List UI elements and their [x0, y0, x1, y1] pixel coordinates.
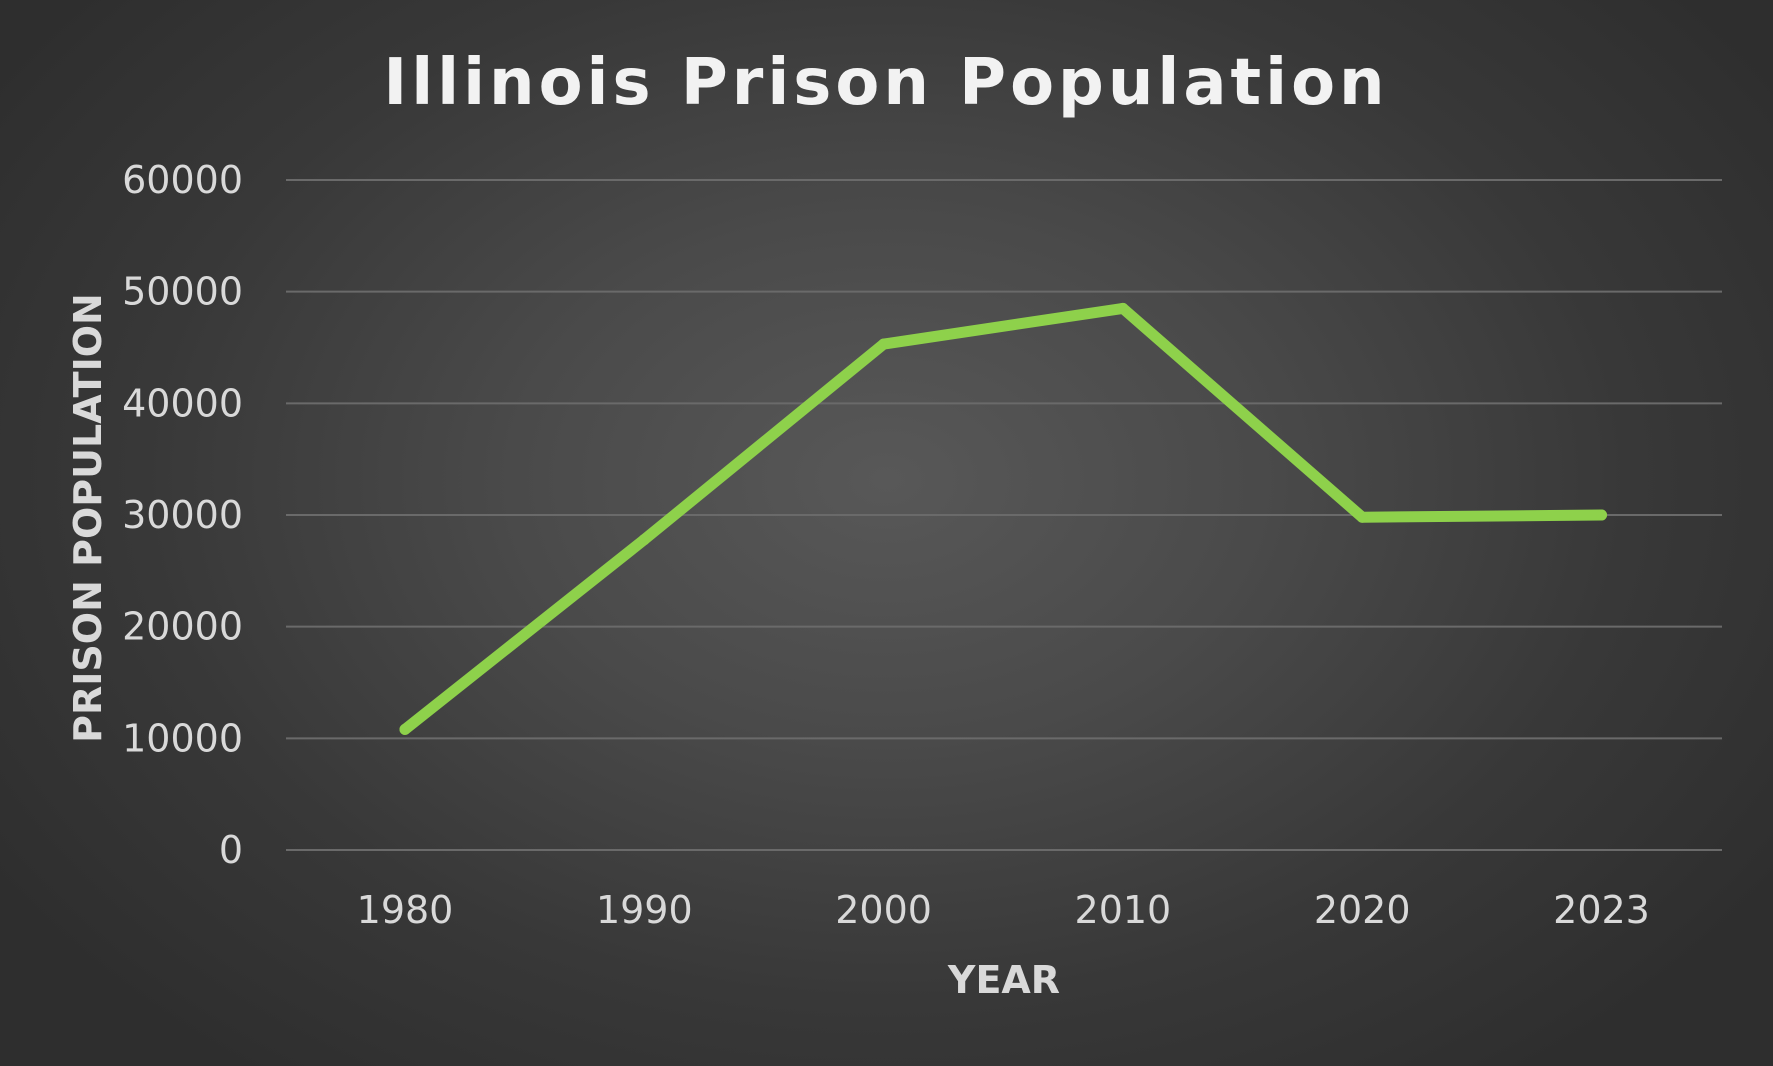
y-tick-label: 60000	[122, 158, 243, 202]
y-tick-label: 30000	[122, 493, 243, 537]
x-tick-label: 1990	[596, 888, 693, 932]
gridlines	[286, 179, 1722, 851]
x-tick-label: 1980	[357, 888, 454, 932]
y-tick-label: 20000	[122, 605, 243, 649]
y-tick-label: 0	[219, 828, 243, 872]
data-point	[1356, 511, 1368, 523]
x-tick-label: 2023	[1553, 888, 1650, 932]
series-layer	[399, 302, 1607, 735]
data-point	[1117, 302, 1129, 314]
series-line	[399, 302, 1607, 735]
x-axis-ticks: 1980 1990 2000 2010 2020 2023	[357, 888, 1650, 932]
data-point	[399, 723, 411, 735]
x-tick-label: 2010	[1075, 888, 1172, 932]
x-axis-title: YEAR	[947, 958, 1060, 1002]
chart-title: Illinois Prison Population	[383, 46, 1388, 120]
y-axis-title: PRISON POPULATION	[66, 293, 110, 743]
y-tick-label: 10000	[122, 716, 243, 760]
y-axis-ticks: 0 10000 20000 30000 40000 50000 60000	[122, 158, 243, 872]
x-tick-label: 2020	[1314, 888, 1411, 932]
y-tick-label: 50000	[122, 270, 243, 314]
data-point	[878, 338, 890, 350]
x-tick-label: 2000	[835, 888, 932, 932]
y-tick-label: 40000	[122, 381, 243, 425]
data-point	[1596, 509, 1607, 521]
data-point	[638, 534, 650, 546]
